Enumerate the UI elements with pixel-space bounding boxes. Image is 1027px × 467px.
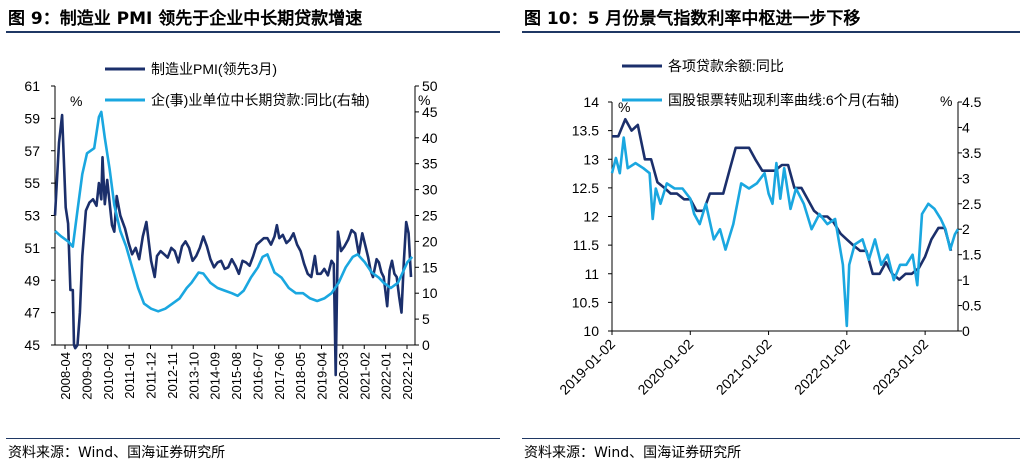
chart1-x-tick-label: 2022-01 — [379, 352, 394, 400]
chart1-left-tick-label: 61 — [24, 78, 40, 94]
chart2-right-tick-label: 2.5 — [962, 196, 982, 212]
chart1-right-tick-label: 0 — [422, 337, 430, 353]
left-title-rule — [6, 31, 500, 33]
chart2-right-tick-label: 4 — [962, 119, 970, 135]
chart2-x-tick-label: 2021-01-02 — [713, 336, 775, 398]
chart2-left-tick-label: 11 — [584, 266, 599, 282]
chart1-right-tick-label: 35 — [422, 156, 438, 172]
chart2-right-tick-label: 4.5 — [962, 94, 982, 110]
chart1-x-tick-label: 2011-12 — [144, 352, 159, 399]
chart1-left-tick-label: 51 — [24, 240, 40, 256]
chart1-x-tick-label: 2013-10 — [186, 352, 201, 400]
right-source-note: 资料来源：Wind、国海证券研究所 — [524, 445, 742, 461]
chart1-left-tick-label: 49 — [24, 272, 40, 288]
chart1-x-tick-label: 2022-12 — [400, 352, 415, 400]
chart1-series-2-line — [54, 110, 414, 313]
chart1-series-1-line — [53, 113, 413, 377]
chart1-x-tick-label: 2012-11 — [165, 352, 180, 399]
chart1-legend-label-1: 制造业PMI(领先3月) — [151, 61, 277, 77]
chart1-x-tick-label: 2020-03 — [336, 352, 351, 400]
chart1-left-tick-label: 55 — [24, 175, 40, 191]
chart2-right-tick-label: 3.5 — [962, 145, 982, 161]
chart2-x-tick-label: 2022-01-02 — [791, 336, 853, 398]
chart1-left-tick-label: 57 — [24, 143, 40, 159]
chart2-left-tick-label: 13 — [583, 151, 599, 167]
chart1-x-tick-label: 2014-09 — [208, 352, 223, 400]
chart2-left-tick-label: 14 — [583, 94, 599, 110]
chart1-left-tick-label: 59 — [24, 110, 40, 126]
chart1-right-tick-label: 20 — [422, 233, 438, 249]
chart2-right-tick-label: 1 — [962, 272, 970, 288]
chart1-right-tick-label: 45 — [422, 104, 438, 120]
chart2-left-tick-label: 10.5 — [572, 294, 599, 310]
chart1-right-tick-label: 25 — [422, 208, 438, 224]
chart2-left-tick-label: 13.5 — [572, 123, 599, 139]
chart1-left-tick-label: 45 — [24, 337, 40, 353]
chart2-left-unit-label: % — [618, 99, 630, 115]
chart1-legend-label-2: 企(事)业单位中长期贷款:同比(右轴) — [151, 92, 370, 108]
chart2-right-tick-label: 0.5 — [962, 298, 982, 314]
chart2-right-tick-label: 0 — [962, 323, 970, 339]
chart1-x-tick-label: 2021-02 — [357, 352, 372, 400]
chart1-x-tick-label: 2010-02 — [101, 352, 116, 400]
chart1-right-tick-label: 30 — [422, 182, 438, 198]
chart2-x-tick-label: 2019-01-02 — [556, 336, 618, 398]
chart2-legend-label-2: 国股银票转贴现利率曲线:6个月(右轴) — [668, 92, 899, 108]
chart2-right-tick-label: 1.5 — [962, 247, 982, 263]
left-figure-title: 图 9：制造业 PMI 领先于企业中长期贷款增速 — [8, 9, 363, 29]
chart1-left-tick-label: 47 — [24, 305, 40, 321]
chart2-right-tick-label: 3 — [962, 170, 970, 186]
chart1-right-tick-label: 15 — [422, 259, 438, 275]
chart1-x-tick-label: 2018-05 — [293, 352, 308, 400]
chart1-left-unit-label: % — [70, 93, 82, 109]
chart1-right-tick-label: 40 — [422, 130, 438, 146]
chart1-x-tick-label: 2019-04 — [315, 352, 330, 400]
chart2-left-tick-label: 11.5 — [573, 237, 599, 253]
chart1-right-tick-label: 5 — [422, 311, 430, 327]
chart1-left-tick-label: 53 — [24, 208, 40, 224]
chart2-left-tick-label: 12 — [583, 209, 599, 225]
chart1-x-tick-label: 2015-08 — [229, 352, 244, 400]
chart1-x-tick-label: 2017-06 — [272, 352, 287, 400]
right-figure-title: 图 10：5 月份景气指数利率中枢进一步下移 — [524, 9, 861, 29]
chart1-x-tick-label: 2011-01 — [122, 352, 137, 399]
chart2-legend-label-1: 各项贷款余额:同比 — [668, 58, 784, 74]
chart2-left-tick-label: 10 — [583, 323, 599, 339]
left-source-note: 资料来源：Wind、国海证券研究所 — [8, 445, 226, 461]
chart2-right-unit-label: % — [940, 93, 952, 109]
chart1-x-tick-label: 2008-04 — [58, 352, 73, 400]
chart2-series-2-line — [610, 136, 960, 328]
chart2-left-tick-label: 12.5 — [572, 180, 599, 196]
chart2-x-tick-label: 2023-01-02 — [869, 336, 931, 398]
right-source-rule — [522, 438, 1020, 439]
chart2-right-tick-label: 2 — [962, 221, 970, 237]
chart1-right-tick-label: 50 — [422, 78, 438, 94]
chart2-x-tick-label: 2020-01-02 — [634, 336, 696, 398]
chart1-right-tick-label: 10 — [422, 285, 438, 301]
chart1-x-tick-label: 2009-03 — [79, 352, 94, 400]
left-source-rule — [6, 438, 500, 439]
right-title-rule — [522, 31, 1020, 33]
chart1-right-unit-label: % — [418, 92, 430, 108]
chart1-x-tick-label: 2016-07 — [250, 352, 265, 400]
